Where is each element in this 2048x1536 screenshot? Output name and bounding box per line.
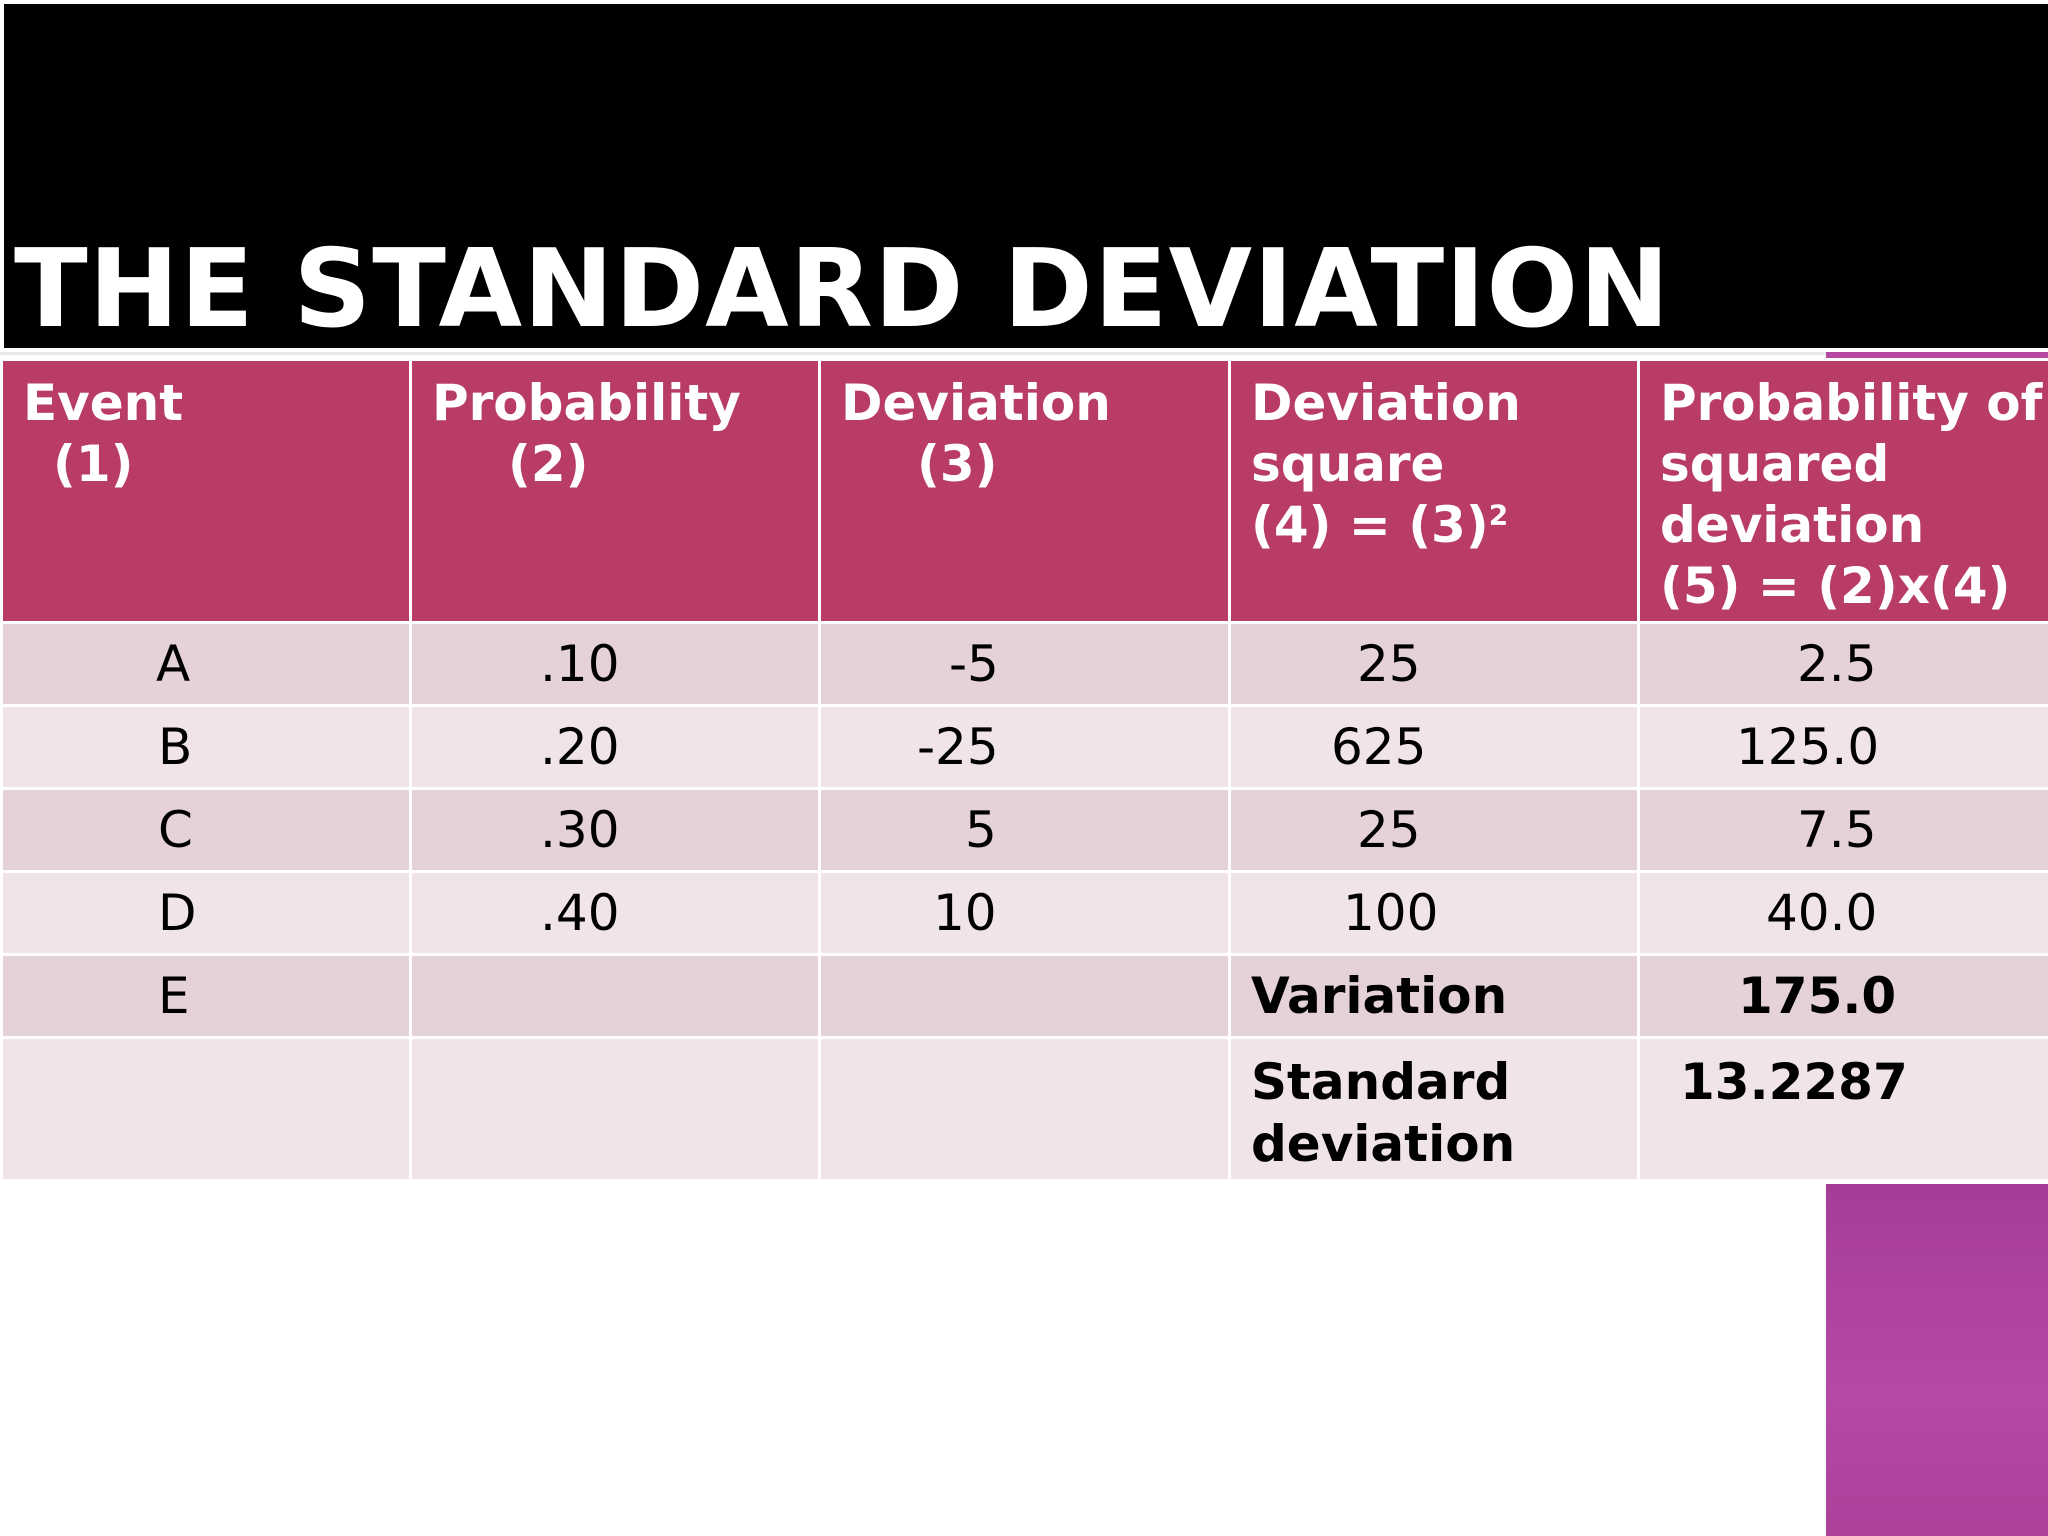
cell-probability: .40 bbox=[540, 884, 620, 942]
cell-deviation: 5 bbox=[965, 801, 997, 859]
header-probability: Probability (2) bbox=[409, 358, 821, 624]
header-prob-squared-deviation: Probability of squared deviation (5) = (… bbox=[1637, 358, 2048, 624]
header-event-label: Event bbox=[23, 374, 184, 432]
header-prob-sq-line3: deviation bbox=[1660, 496, 1925, 554]
title-divider bbox=[0, 352, 2048, 355]
title-bar: THE STANDARD DEVIATION bbox=[4, 4, 2048, 352]
cell-deviation: 10 bbox=[933, 884, 997, 942]
cell-prob-sq-dev: 125.0 bbox=[1736, 718, 1880, 776]
cell-prob-sq-dev: 2.5 bbox=[1797, 635, 1877, 693]
header-prob-sq-line2: squared bbox=[1660, 435, 1890, 493]
header-deviation-number: (3) bbox=[917, 435, 998, 493]
cell-prob-sq-dev: 7.5 bbox=[1797, 801, 1877, 859]
header-row: Event (1) Probability (2) Deviation (3) … bbox=[0, 358, 2048, 624]
table-row: E Variation 175.0 bbox=[0, 953, 2048, 1039]
header-deviation-square-exponent: 2 bbox=[1488, 498, 1509, 532]
accent-strip bbox=[1826, 352, 2048, 358]
standard-deviation-label-line2: deviation bbox=[1251, 1115, 1516, 1173]
header-event-number: (1) bbox=[53, 435, 134, 493]
header-deviation: Deviation (3) bbox=[818, 358, 1231, 624]
header-deviation-square: Deviation square (4) = (3)2 bbox=[1228, 358, 1640, 624]
table-row: A .10 -5 25 2.5 bbox=[0, 621, 2048, 707]
header-probability-label: Probability bbox=[432, 374, 741, 432]
table-row: B .20 -25 625 125.0 bbox=[0, 704, 2048, 790]
cell-deviation: -25 bbox=[917, 718, 999, 776]
table-row: Standard deviation 13.2287 bbox=[0, 1036, 2048, 1182]
cell-event: D bbox=[158, 884, 197, 942]
cell-event: E bbox=[158, 967, 190, 1025]
cell-probability: .10 bbox=[540, 635, 620, 693]
cell-prob-sq-dev: 40.0 bbox=[1766, 884, 1878, 942]
header-prob-sq-line1: Probability of bbox=[1660, 374, 2043, 432]
table-row: D .40 10 100 40.0 bbox=[0, 870, 2048, 956]
variation-label: Variation bbox=[1251, 967, 1508, 1025]
standard-deviation-label-line1: Standard bbox=[1251, 1053, 1511, 1111]
variation-value: 175.0 bbox=[1738, 967, 1897, 1025]
cell-deviation-square: 25 bbox=[1357, 801, 1421, 859]
header-deviation-square-line2: square bbox=[1251, 435, 1445, 493]
header-probability-number: (2) bbox=[508, 435, 589, 493]
header-deviation-square-formula: (4) = (3) bbox=[1251, 496, 1489, 554]
cell-event: C bbox=[158, 801, 193, 859]
cell-event: A bbox=[156, 635, 191, 693]
slide-title: THE STANDARD DEVIATION bbox=[14, 227, 1671, 352]
cell-deviation-square: 25 bbox=[1357, 635, 1421, 693]
cell-probability: .20 bbox=[540, 718, 620, 776]
table-row: C .30 5 25 7.5 bbox=[0, 787, 2048, 873]
header-prob-sq-formula: (5) = (2)x(4) bbox=[1660, 557, 2011, 615]
cell-deviation-square: 625 bbox=[1331, 718, 1427, 776]
cell-deviation: -5 bbox=[949, 635, 999, 693]
cell-probability: .30 bbox=[540, 801, 620, 859]
header-deviation-square-line1: Deviation bbox=[1251, 374, 1521, 432]
header-deviation-label: Deviation bbox=[841, 374, 1111, 432]
cell-deviation-square: 100 bbox=[1343, 884, 1439, 942]
header-event: Event (1) bbox=[0, 358, 412, 624]
cell-event: B bbox=[158, 718, 193, 776]
standard-deviation-table: Event (1) Probability (2) Deviation (3) … bbox=[0, 358, 2048, 1182]
standard-deviation-value: 13.2287 bbox=[1680, 1053, 1908, 1111]
accent-square bbox=[1826, 1184, 2048, 1536]
